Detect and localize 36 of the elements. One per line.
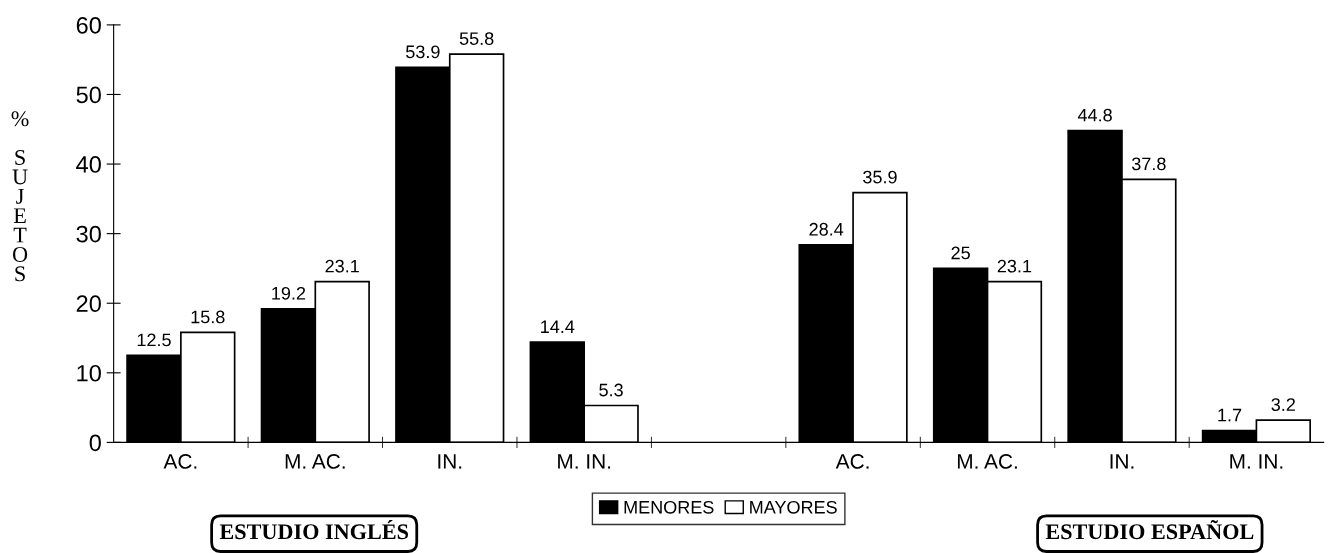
data-label: 1.7 [1218, 408, 1242, 422]
text: ESTUDIO INGLÉS [219, 519, 409, 540]
data-label: 5.3 [599, 383, 623, 397]
data-label: 35.9 [863, 170, 897, 184]
y-tick-label: 40 [76, 156, 101, 173]
x-tick-label: AC. [163, 454, 197, 469]
data-label: 28.4 [809, 222, 844, 236]
data-label: 37.8 [1131, 157, 1166, 171]
text: ESTUDIO ESPAÑOL [1045, 519, 1254, 540]
x-tick-label: IN. [438, 454, 462, 469]
data-label: 44.8 [1077, 108, 1112, 122]
y-tick-label: 50 [76, 86, 101, 104]
legend-label: MAYORES [750, 500, 837, 514]
data-label: 19.2 [272, 286, 306, 300]
data-label: 14.4 [541, 320, 575, 333]
data-label: 15.8 [191, 310, 225, 324]
data-label: 3.2 [1271, 398, 1295, 412]
data-label: 53.9 [406, 45, 440, 59]
x-tick-label: M. IN. [558, 454, 611, 469]
x-tick-label: M. AC. [285, 454, 345, 469]
x-tick-label: M. AC. [957, 454, 1017, 469]
x-tick-label: M. IN. [1230, 454, 1283, 469]
y-tick-label: 0 [89, 434, 101, 452]
data-label: 23.1 [325, 259, 359, 273]
data-label: 25 [951, 246, 970, 260]
data-label: 23.1 [997, 259, 1032, 273]
legend-label: MENORES [624, 500, 714, 514]
y-tick-label: 60 [76, 16, 101, 34]
y-tick-label: 10 [77, 364, 101, 382]
y-tick-label: 20 [76, 295, 101, 313]
y-tick-label: 30 [76, 225, 101, 243]
data-label: 55.8 [459, 32, 494, 45]
x-tick-label: IN. [1110, 454, 1134, 469]
y-axis-title: % SUJETOS [11, 111, 29, 282]
x-tick-label: AC. [835, 454, 869, 469]
data-label: 12.5 [137, 333, 171, 347]
